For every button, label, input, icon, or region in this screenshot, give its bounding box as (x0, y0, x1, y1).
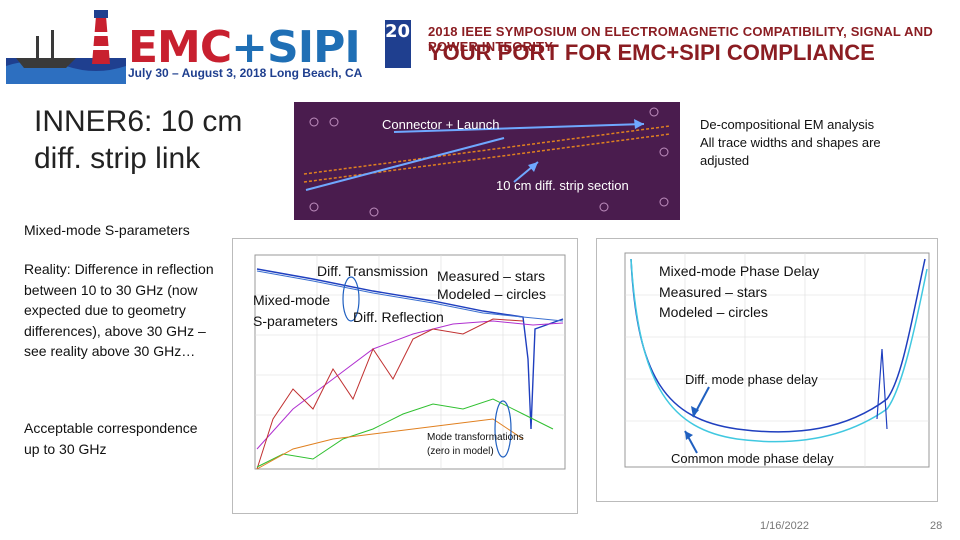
diff-transmission-label: Diff. Transmission (317, 263, 428, 279)
measured-stars-label: Measured – stars (437, 268, 546, 284)
phase-delay-curves (624, 252, 930, 468)
reality-paragraph: Reality: Difference in reflection betwee… (24, 261, 214, 359)
diff-reflection-label: Diff. Reflection (353, 309, 444, 325)
slide-number: 28 (930, 520, 943, 532)
s-parameter-curves (254, 254, 566, 470)
connector-launch-label: Connector + Launch (382, 117, 500, 132)
logo-emc-text: EMC (128, 22, 232, 73)
diff-mode-delay-label: Diff. mode phase delay (685, 372, 818, 387)
s-parameter-plot: Diff. Transmission Measured – stars Mode… (232, 238, 578, 514)
zero-in-model-label: (zero in model) (427, 446, 494, 457)
phase-modeled-label: Modeled – circles (659, 304, 768, 320)
modeled-circles-label: Modeled – circles (437, 286, 546, 302)
logo-sipi-text: +SIPI (231, 22, 361, 73)
mixed-mode-label: Mixed-mode (253, 292, 331, 308)
phase-delay-plot: Mixed-mode Phase Delay Measured – stars … (596, 238, 938, 502)
pcb-traces-graphic (303, 107, 671, 217)
note-line-2: All trace widths and shapes are adjusted (700, 135, 881, 168)
phase-measured-label: Measured – stars (659, 284, 768, 300)
logo-dates: July 30 – August 3, 2018 Long Beach, CA (128, 66, 363, 80)
phase-delay-title: Mixed-mode Phase Delay (659, 263, 820, 279)
logo-year-badge: 2018 (385, 20, 435, 68)
note-line-1: De-compositional EM analysis (700, 117, 875, 132)
banner-tagline-main: YOUR PORT FOR EMC+SIPI COMPLIANCE (428, 40, 875, 65)
banner-tagline-top: 2018 IEEE SYMPOSIUM ON ELECTROMAGNETIC C… (428, 24, 933, 54)
section-heading: Mixed-mode S-parameters (24, 222, 190, 238)
logo-wordmark: EMC+SIPI (128, 22, 361, 73)
lighthouse-ship-logo-icon (6, 10, 126, 84)
slide-title: INNER6: 10 cm diff. strip link (34, 105, 243, 175)
pcb-layout-image: Connector + Launch 10 cm diff. strip sec… (294, 102, 680, 220)
acceptable-paragraph: Acceptable correspondence up to 30 GHz (24, 420, 198, 457)
s-parameters-label: S-parameters (253, 313, 338, 329)
em-analysis-note: De-compositional EM analysis All trace w… (700, 116, 910, 170)
footer-date: 1/16/2022 (760, 520, 809, 532)
common-mode-delay-label: Common mode phase delay (671, 451, 834, 466)
strip-section-label: 10 cm diff. strip section (496, 178, 629, 193)
conference-banner: EMC+SIPI 2018 July 30 – August 3, 2018 L… (0, 0, 960, 88)
mode-transformations-label: Mode transformations (427, 432, 524, 443)
